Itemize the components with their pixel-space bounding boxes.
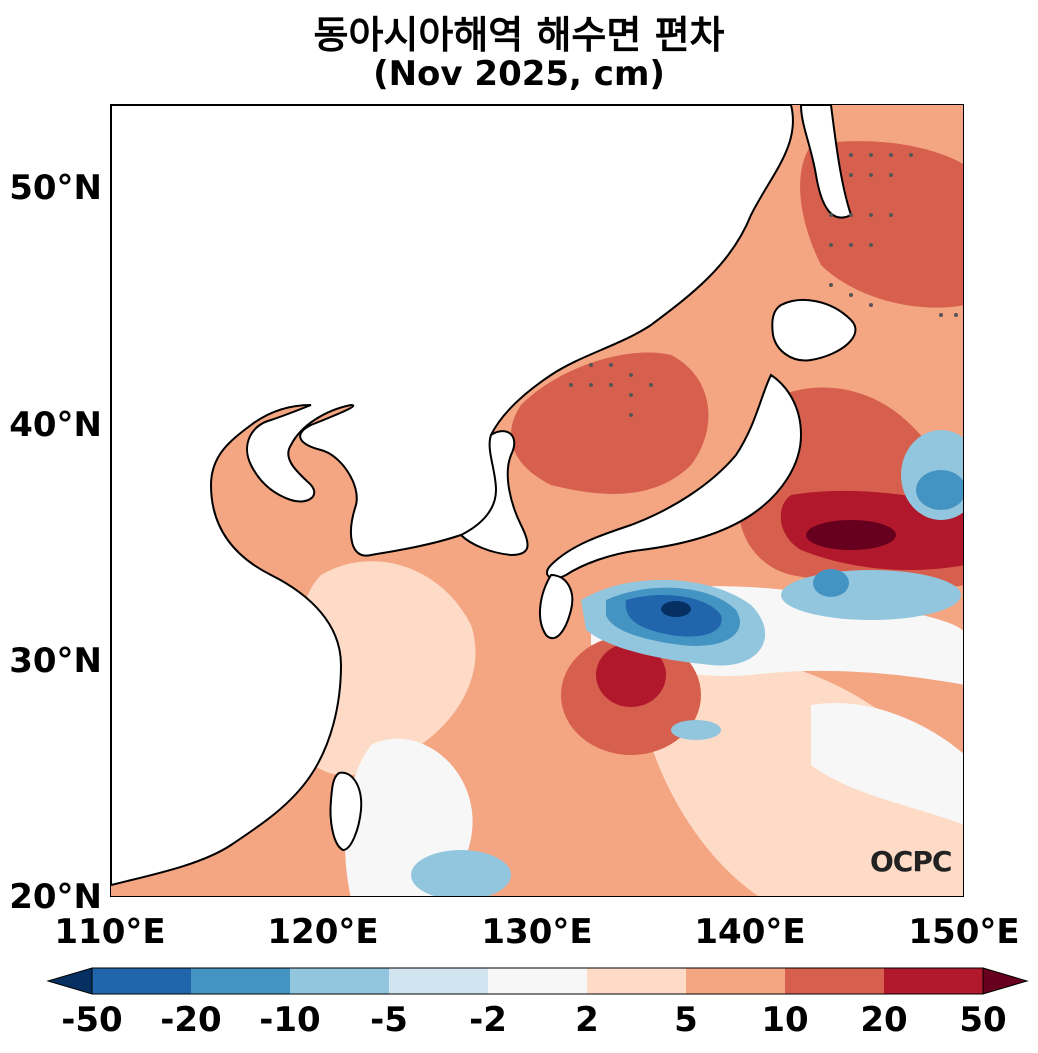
colorbar-segment — [686, 968, 785, 994]
significance-stipple — [569, 153, 958, 417]
anomaly-region-cold-south — [411, 850, 511, 896]
land-kyushu — [539, 573, 574, 640]
lon-label-130e: 130°E — [481, 912, 593, 952]
colorbar-segment — [785, 968, 884, 994]
lon-label-150e: 150°E — [908, 912, 1020, 952]
land-korea — [459, 430, 529, 557]
colorbar-segment — [92, 968, 191, 994]
colorbar-tick-label: -5 — [370, 1000, 408, 1040]
anomaly-region-cold-small — [671, 720, 721, 740]
lat-label-40n: 40°N — [9, 405, 102, 445]
anomaly-region-neutral-east — [811, 703, 963, 825]
colorbar-segment — [191, 968, 290, 994]
map-title: 동아시아해역 해수면 편차 — [313, 13, 725, 57]
colorbar-tick-label: 2 — [575, 1000, 599, 1040]
colorbar-segment — [488, 968, 587, 994]
lat-label-50n: 50°N — [9, 168, 102, 208]
lat-label-30n: 30°N — [9, 641, 102, 681]
colorbar-tick-label: -50 — [61, 1000, 123, 1040]
colorbar-frame — [91, 967, 984, 995]
lon-label-120e: 120°E — [267, 912, 379, 952]
anomaly-peak-cold-south-japan — [661, 601, 691, 617]
land-taiwan — [329, 771, 363, 852]
colorbar-segment — [290, 968, 389, 994]
anomaly-region-warm-eddy — [596, 643, 666, 707]
anomaly-region-weak-south — [289, 561, 476, 776]
colorbar — [46, 967, 1029, 995]
colorbar-tick-label: -20 — [160, 1000, 222, 1040]
ocpc-logo: OCPC — [870, 845, 952, 878]
land-sakhalin — [799, 105, 853, 219]
land-hokkaido — [771, 299, 857, 362]
colorbar-tick-label: 50 — [959, 1000, 1007, 1040]
map-canvas — [111, 105, 963, 896]
anomaly-region-cold-east-core — [916, 470, 963, 510]
colorbar-extend-low — [46, 967, 93, 995]
colorbar-tick-label: 20 — [860, 1000, 908, 1040]
anomaly-region-east-sea — [511, 352, 709, 494]
land-honshu — [546, 373, 803, 580]
anomaly-peak-kuroshio — [806, 520, 896, 550]
colorbar-tick-label: -10 — [259, 1000, 321, 1040]
lat-label-20n: 20°N — [9, 877, 102, 917]
anomaly-region-cold-east2 — [781, 570, 961, 620]
lon-label-140e: 140°E — [694, 912, 806, 952]
anomaly-region-cold-east2-core — [813, 569, 849, 597]
colorbar-tick-label: -2 — [469, 1000, 507, 1040]
colorbar-tick-label: 5 — [674, 1000, 698, 1040]
land-mainland-asia — [111, 105, 794, 887]
colorbar-segment — [884, 968, 983, 994]
map-subtitle: (Nov 2025, cm) — [373, 54, 665, 94]
lon-label-110e: 110°E — [54, 912, 166, 952]
sea-level-anomaly-map — [110, 104, 964, 897]
colorbar-segment — [389, 968, 488, 994]
colorbar-extend-high — [982, 967, 1029, 995]
colorbar-tick-label: 10 — [761, 1000, 809, 1040]
colorbar-segment — [587, 968, 686, 994]
